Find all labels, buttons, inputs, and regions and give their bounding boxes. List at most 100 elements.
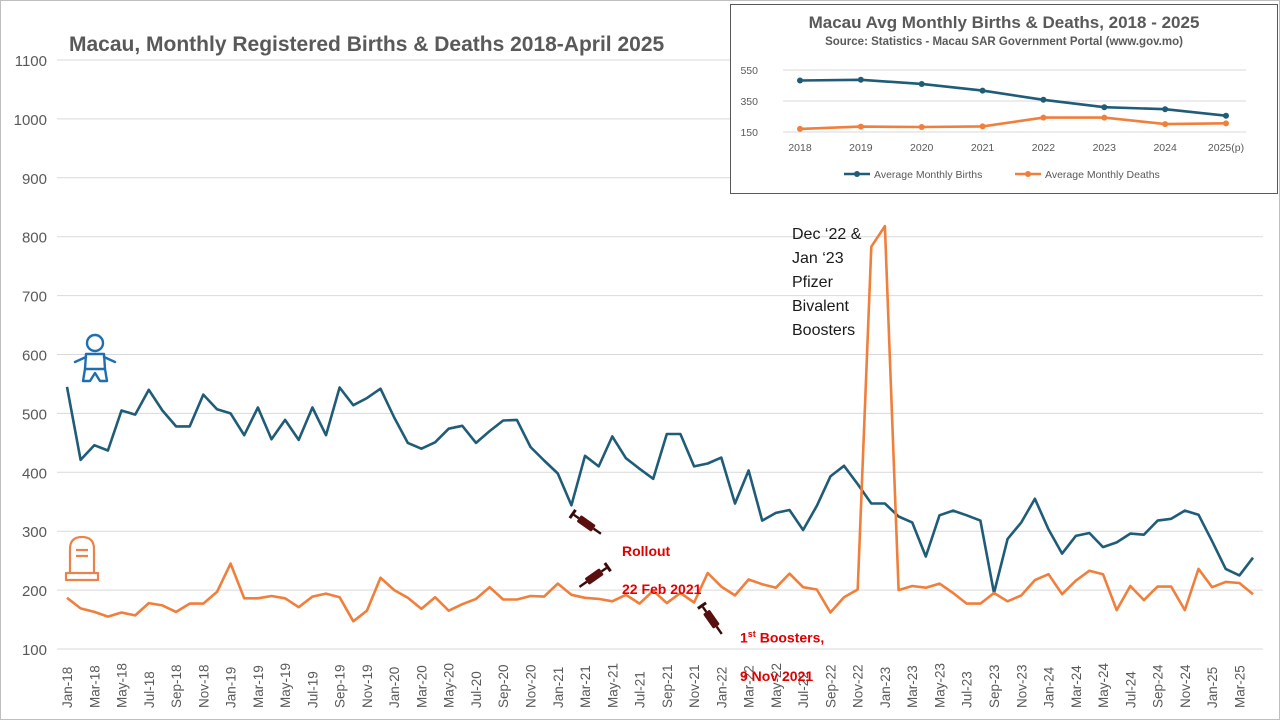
x-tick-label: Sep-22 bbox=[823, 664, 838, 708]
x-tick-label: Jan-19 bbox=[224, 667, 239, 708]
inset-births-line bbox=[799, 78, 1227, 117]
x-tick-label: Jan-23 bbox=[878, 667, 893, 708]
y-tick-label: 600 bbox=[22, 348, 47, 365]
legend-deaths-label: Average Monthly Deaths bbox=[1045, 169, 1160, 181]
x-tick-label: May-22 bbox=[769, 663, 784, 708]
x-tick-label: Sep-23 bbox=[987, 664, 1002, 708]
y-axis-ticks: 100 200 300 400 500 600 700 800 900 1000 1100 bbox=[14, 53, 47, 659]
x-tick-label: Jul-18 bbox=[142, 671, 157, 708]
inset-x-tick-label: 2022 bbox=[1032, 142, 1056, 154]
inset-x-tick-label: 2018 bbox=[788, 142, 812, 154]
inset-title: Macau Avg Monthly Births & Deaths, 2018 … bbox=[808, 13, 1200, 32]
bivalent-booster-annotation: Dec ‘22 & Jan ‘23 Pfizer Bivalent Booste… bbox=[792, 226, 862, 339]
rollout-date: 22 Feb 2021 bbox=[622, 581, 702, 597]
x-tick-label: Nov-23 bbox=[1014, 664, 1029, 708]
inset-x-tick-label: 2025(p) bbox=[1208, 142, 1244, 154]
y-tick-label: 200 bbox=[22, 583, 47, 600]
rollout-annotation: Rollout 22 Feb 2021 bbox=[622, 523, 701, 618]
x-tick-label: May-24 bbox=[1096, 662, 1111, 708]
x-tick-label: Sep-24 bbox=[1151, 664, 1166, 708]
x-tick-label: Mar-23 bbox=[905, 665, 920, 708]
x-tick-label: Sep-19 bbox=[333, 664, 348, 708]
x-tick-label: Mar-18 bbox=[87, 665, 102, 708]
x-tick-label: Jul-20 bbox=[469, 671, 484, 708]
legend-deaths-marker bbox=[1025, 171, 1031, 177]
boosters-annotation: 1st Boosters, 9 Nov 2021 bbox=[740, 606, 824, 705]
x-tick-label: May-20 bbox=[442, 663, 457, 708]
inset-deaths-marker bbox=[1040, 114, 1047, 121]
inset-chart: Macau Avg Monthly Births & Deaths, 2018 … bbox=[730, 4, 1278, 194]
inset-births-marker bbox=[1040, 96, 1047, 103]
inset-deaths-marker bbox=[857, 123, 864, 130]
x-tick-label: Jan-22 bbox=[714, 667, 729, 708]
inset-births-marker bbox=[1223, 112, 1229, 119]
x-tick-label: Nov-20 bbox=[523, 664, 538, 708]
x-tick-label: May-19 bbox=[278, 663, 293, 708]
inset-x-tick-label: 2020 bbox=[910, 142, 934, 154]
x-tick-label: Jul-24 bbox=[1123, 671, 1138, 708]
y-tick-label: 1100 bbox=[15, 53, 47, 70]
inset-x-tick-label: 2023 bbox=[1093, 142, 1117, 154]
inset-plot: 150 350 550 2018 2019 2020 2021 2022 2023 2024 202… bbox=[740, 65, 1246, 181]
y-tick-label: 100 bbox=[22, 642, 47, 659]
x-tick-label: Jan-20 bbox=[387, 667, 402, 708]
x-tick-label: Nov-22 bbox=[851, 664, 866, 708]
x-tick-label: Jul-23 bbox=[960, 671, 975, 708]
deaths-line bbox=[66, 224, 1254, 623]
x-axis-ticks: Jan-18 Mar-18 May-18 Jul-18 Sep-18 Nov-18 Jan-… bbox=[60, 662, 1247, 708]
y-tick-label: 900 bbox=[22, 171, 47, 188]
x-tick-label: May-21 bbox=[605, 663, 620, 708]
syringe-icon bbox=[697, 601, 723, 635]
inset-births-marker bbox=[918, 80, 925, 87]
x-tick-label: Sep-20 bbox=[496, 664, 511, 708]
y-tick-label: 1000 bbox=[14, 112, 47, 129]
y-tick-label: 700 bbox=[22, 289, 47, 306]
x-tick-label: Jul-19 bbox=[305, 671, 320, 708]
boosters-ordinal: st bbox=[747, 629, 756, 639]
gravestone-icon bbox=[64, 535, 100, 582]
legend-births-label: Average Monthly Births bbox=[874, 169, 982, 181]
x-tick-label: Jan-18 bbox=[60, 667, 75, 708]
x-tick-label: Jul-22 bbox=[796, 671, 811, 708]
inset-deaths-line bbox=[799, 116, 1227, 131]
inset-deaths-marker bbox=[979, 123, 986, 130]
x-tick-label: Jan-21 bbox=[551, 667, 566, 708]
boosters-label: 1st Boosters, bbox=[740, 625, 824, 648]
inset-births-marker bbox=[1162, 106, 1169, 113]
x-tick-label: Nov-18 bbox=[196, 664, 211, 708]
x-tick-label: Mar-19 bbox=[251, 665, 266, 708]
boosters-text: Boosters, bbox=[755, 629, 825, 646]
x-tick-label: Mar-22 bbox=[742, 665, 757, 708]
inset-x-tick-label: 2019 bbox=[849, 142, 873, 154]
inset-deaths-marker bbox=[1101, 114, 1108, 121]
x-tick-label: Jan-24 bbox=[1042, 666, 1057, 708]
x-tick-label: Jul-21 bbox=[633, 671, 648, 708]
x-tick-label: Jan-25 bbox=[1205, 667, 1220, 708]
y-tick-label: 400 bbox=[22, 465, 47, 482]
inset-x-tick-label: 2024 bbox=[1153, 142, 1177, 154]
inset-y-tick-label: 550 bbox=[740, 65, 758, 77]
x-tick-label: May-23 bbox=[932, 663, 947, 708]
x-tick-label: Mar-20 bbox=[414, 665, 429, 708]
boosters-number: 1 bbox=[740, 629, 748, 646]
chart-title: Macau, Monthly Registered Births & Death… bbox=[69, 33, 665, 56]
syringe-icon bbox=[568, 509, 602, 535]
x-tick-label: Sep-21 bbox=[660, 664, 675, 708]
inset-deaths-marker bbox=[797, 125, 803, 132]
series-lines bbox=[65, 224, 1255, 623]
y-tick-label: 300 bbox=[22, 524, 47, 541]
x-tick-label: Sep-18 bbox=[169, 664, 184, 708]
x-tick-label: May-18 bbox=[115, 663, 130, 708]
births-line bbox=[65, 386, 1255, 595]
inset-births-marker bbox=[857, 76, 864, 83]
syringe-icon bbox=[578, 562, 612, 588]
x-tick-label: Mar-21 bbox=[578, 665, 593, 708]
boosters-date: 9 Nov 2021 bbox=[740, 667, 814, 684]
inset-births-marker bbox=[797, 77, 803, 84]
legend-births-marker bbox=[854, 171, 860, 177]
inset-subtitle: Source: Statistics - Macau SAR Governmen… bbox=[825, 36, 1183, 48]
inset-deaths-marker bbox=[918, 124, 925, 131]
inset-x-tick-label: 2021 bbox=[971, 142, 995, 154]
